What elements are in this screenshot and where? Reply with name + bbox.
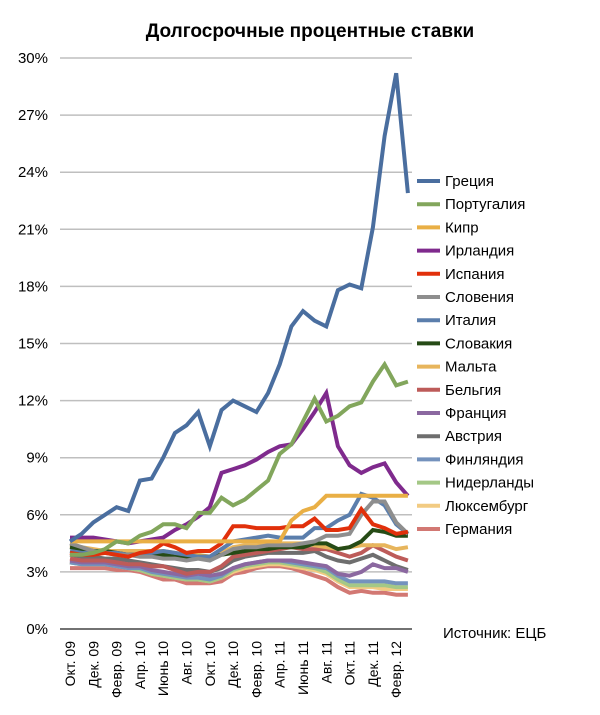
legend-label: Ирландия xyxy=(445,243,514,260)
x-tick-label: Авг. 10 xyxy=(179,641,195,685)
legend-item: Португалия xyxy=(417,196,525,213)
legend-label: Словения xyxy=(445,289,514,306)
series-line xyxy=(69,543,409,576)
y-axis-ticks: 0% 3% 6% 9% 12% 15% 18% 21% 24% 27% 30% xyxy=(18,50,48,638)
legend-label: Кипр xyxy=(445,219,479,236)
y-tick-label: 3% xyxy=(26,564,48,581)
series-lines xyxy=(68,72,410,597)
x-tick-label: Февр. 12 xyxy=(388,641,404,698)
legend-item: Кипр xyxy=(417,219,479,236)
x-tick-label: Окт. 10 xyxy=(202,641,218,687)
y-tick-label: 12% xyxy=(18,393,48,410)
legend-label: Нидерланды xyxy=(445,475,534,492)
x-tick-label: Февр. 10 xyxy=(248,641,264,698)
series-line xyxy=(68,72,410,544)
x-tick-label: Дек. 11 xyxy=(365,641,381,687)
y-tick-label: 18% xyxy=(18,278,48,295)
legend-item: Словения xyxy=(417,289,514,306)
x-axis-ticks: Окт. 09 Дек. 09 Февр. 09 Апр. 10 Июнь 10 Авг.… xyxy=(62,641,404,698)
legend-label: Германия xyxy=(445,521,512,538)
legend-item: Словакия xyxy=(417,335,512,352)
legend-label: Австрия xyxy=(445,428,502,445)
y-tick-label: 15% xyxy=(18,336,48,353)
legend-item: Нидерланды xyxy=(417,475,534,492)
x-tick-label: Дек. 10 xyxy=(225,641,241,688)
legend-item: Люксембург xyxy=(417,498,529,515)
y-tick-label: 6% xyxy=(26,507,48,524)
legend-label: Италия xyxy=(445,312,496,329)
legend-item: Бельгия xyxy=(417,382,501,399)
source-note: Источник: ЕЦБ xyxy=(443,625,546,642)
x-tick-label: Апр. 11 xyxy=(272,641,288,688)
x-tick-label: Авг. 11 xyxy=(318,641,334,684)
legend-label: Люксембург xyxy=(445,498,529,515)
x-tick-label: Июнь 11 xyxy=(295,641,311,695)
y-tick-label: 27% xyxy=(18,107,48,124)
y-tick-label: 21% xyxy=(18,221,48,238)
legend-item: Италия xyxy=(417,312,496,329)
y-tick-label: 9% xyxy=(26,450,48,467)
x-tick-label: Окт. 11 xyxy=(342,641,358,686)
x-tick-label: Июнь 10 xyxy=(155,641,171,696)
legend-item: Греция xyxy=(417,173,494,190)
chart-title: Долгосрочные процентные ставки xyxy=(146,21,474,42)
legend-label: Франция xyxy=(445,405,506,422)
y-tick-label: 24% xyxy=(18,164,48,181)
y-tick-label: 30% xyxy=(18,50,48,67)
series-line xyxy=(69,505,409,559)
legend-label: Финляндия xyxy=(445,451,523,468)
series-line xyxy=(69,548,409,574)
x-tick-label: Дек. 09 xyxy=(85,641,101,688)
legend-item: Франция xyxy=(417,405,506,422)
legend: Греция Португалия Кипр Ирландия Испания Слове… xyxy=(417,173,534,538)
legend-item: Мальта xyxy=(417,359,497,376)
legend-label: Словакия xyxy=(445,335,512,352)
series-line xyxy=(70,564,408,597)
legend-label: Греция xyxy=(445,173,494,190)
x-tick-label: Окт. 09 xyxy=(62,641,78,687)
legend-item: Ирландия xyxy=(417,243,514,260)
series-line xyxy=(70,360,409,557)
y-tick-label: 0% xyxy=(26,621,48,638)
legend-item: Австрия xyxy=(417,428,502,445)
legend-item: Финляндия xyxy=(417,451,523,468)
x-tick-label: Февр. 09 xyxy=(109,641,125,698)
legend-label: Португалия xyxy=(445,196,525,213)
legend-item: Германия xyxy=(417,521,512,538)
legend-label: Мальта xyxy=(445,359,497,376)
legend-label: Испания xyxy=(445,266,505,283)
x-tick-label: Апр. 10 xyxy=(132,641,148,689)
legend-label: Бельгия xyxy=(445,382,501,399)
legend-item: Испания xyxy=(417,266,505,283)
